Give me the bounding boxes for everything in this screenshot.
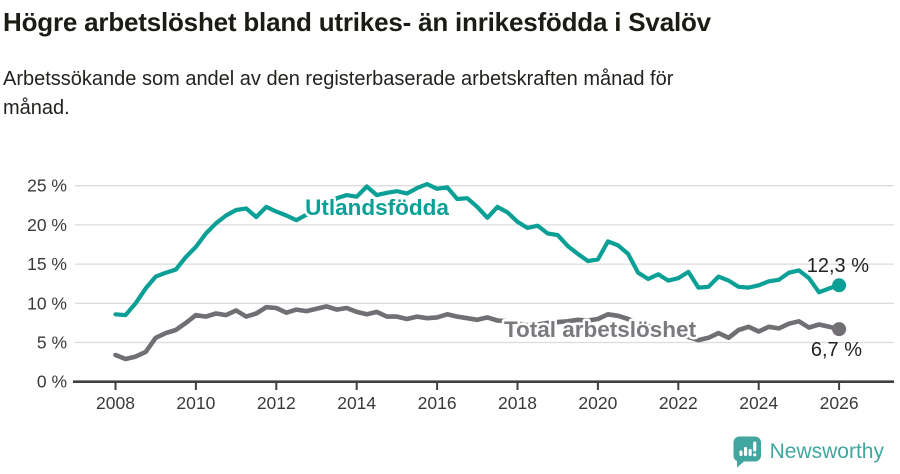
y-tick-label: 5 %	[37, 333, 67, 353]
brand-name: Newsworthy	[769, 440, 884, 463]
x-tick-label: 2018	[498, 393, 537, 413]
axis-tick-labels: 0 % 5 % 10 % 15 % 20 % 25 % 2008 2010 2012 2014 20…	[27, 176, 858, 413]
series-line-utlandsfodda	[113, 182, 842, 318]
end-dot-total-arbetsloshet	[832, 322, 847, 337]
y-tick-label: 20 %	[27, 215, 67, 235]
newsworthy-logo-icon	[733, 436, 761, 468]
x-tick-label: 2024	[739, 393, 778, 413]
chart-annotations: Utlandsfödda Total arbetslöshet 12,3 % 6…	[303, 193, 870, 362]
series-label-total-arbetsloshet: Total arbetslöshet	[504, 317, 697, 342]
series-lines	[113, 182, 847, 362]
x-tick-label: 2026	[820, 393, 859, 413]
footer-branding: Newsworthy	[733, 436, 884, 468]
x-axis	[73, 380, 894, 390]
end-dot-utlandsfodda	[832, 278, 847, 293]
series-label-utlandsfodda: Utlandsfödda	[305, 195, 449, 220]
x-tick-label: 2016	[418, 393, 457, 413]
y-tick-label: 0 %	[37, 372, 67, 392]
y-tick-label: 25 %	[27, 176, 67, 196]
x-tick-label: 2008	[96, 393, 135, 413]
end-value-label-utlandsfodda: 12,3 %	[807, 255, 869, 277]
x-tick-label: 2014	[337, 393, 376, 413]
y-tick-label: 15 %	[27, 254, 67, 274]
x-tick-label: 2022	[659, 393, 698, 413]
chart-title: Högre arbetslöshet bland utrikes- än inr…	[3, 7, 711, 37]
series-line-total-arbetsloshet	[113, 304, 842, 362]
chart-header: Högre arbetslöshet bland utrikes- än inr…	[3, 6, 883, 123]
end-value-label-total: 6,7 %	[811, 339, 862, 361]
x-tick-label: 2012	[257, 393, 296, 413]
x-tick-label: 2020	[578, 393, 617, 413]
chart-subtitle: Arbetssökande som andel av den registerb…	[3, 67, 674, 119]
x-tick-label: 2010	[176, 393, 215, 413]
y-tick-label: 10 %	[27, 293, 67, 313]
